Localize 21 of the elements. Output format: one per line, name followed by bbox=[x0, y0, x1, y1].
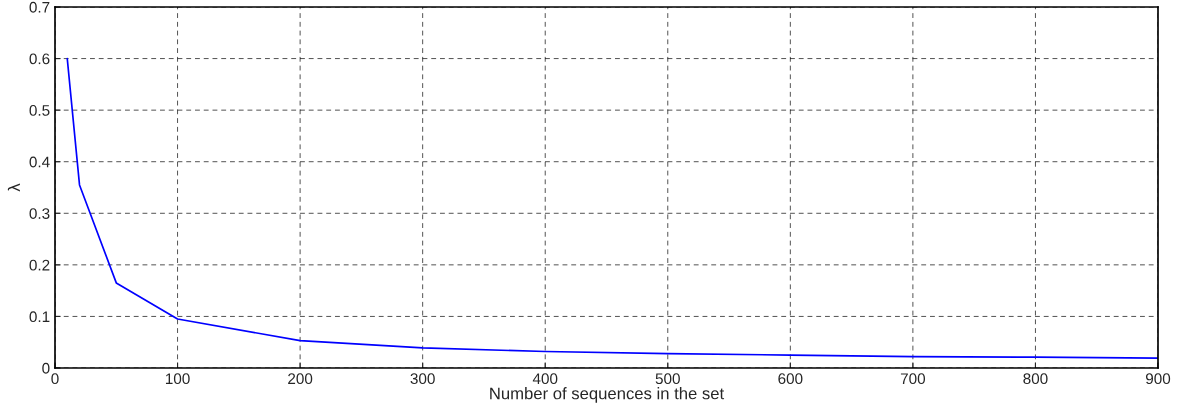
y-tick-label: 0.1 bbox=[29, 311, 50, 323]
x-tick-label: 500 bbox=[655, 373, 680, 385]
x-tick-label: 100 bbox=[165, 373, 190, 385]
y-tick-label: 0.6 bbox=[29, 53, 50, 65]
y-axis-title: λ bbox=[7, 183, 20, 192]
x-tick-label: 800 bbox=[1023, 373, 1048, 385]
y-tick-label: 0 bbox=[42, 362, 50, 374]
y-tick-label: 0.2 bbox=[29, 259, 50, 271]
x-axis-title: Number of sequences in the set bbox=[490, 387, 725, 403]
line-series bbox=[66, 57, 1158, 360]
x-tick-label: 600 bbox=[778, 373, 803, 385]
y-tick-label: 0.3 bbox=[29, 208, 50, 219]
x-tick-label: 400 bbox=[532, 373, 558, 385]
x-tick-label: 200 bbox=[288, 373, 313, 385]
y-tick-label: 0.7 bbox=[29, 1, 50, 13]
x-tick-label: 900 bbox=[1145, 373, 1171, 385]
y-tick-label: 0.4 bbox=[29, 156, 50, 168]
y-tick-label: 0.5 bbox=[29, 105, 50, 116]
x-tick-label: 300 bbox=[410, 373, 435, 385]
x-tick-label: 700 bbox=[900, 373, 926, 385]
x-tick-label: 0 bbox=[51, 373, 59, 385]
